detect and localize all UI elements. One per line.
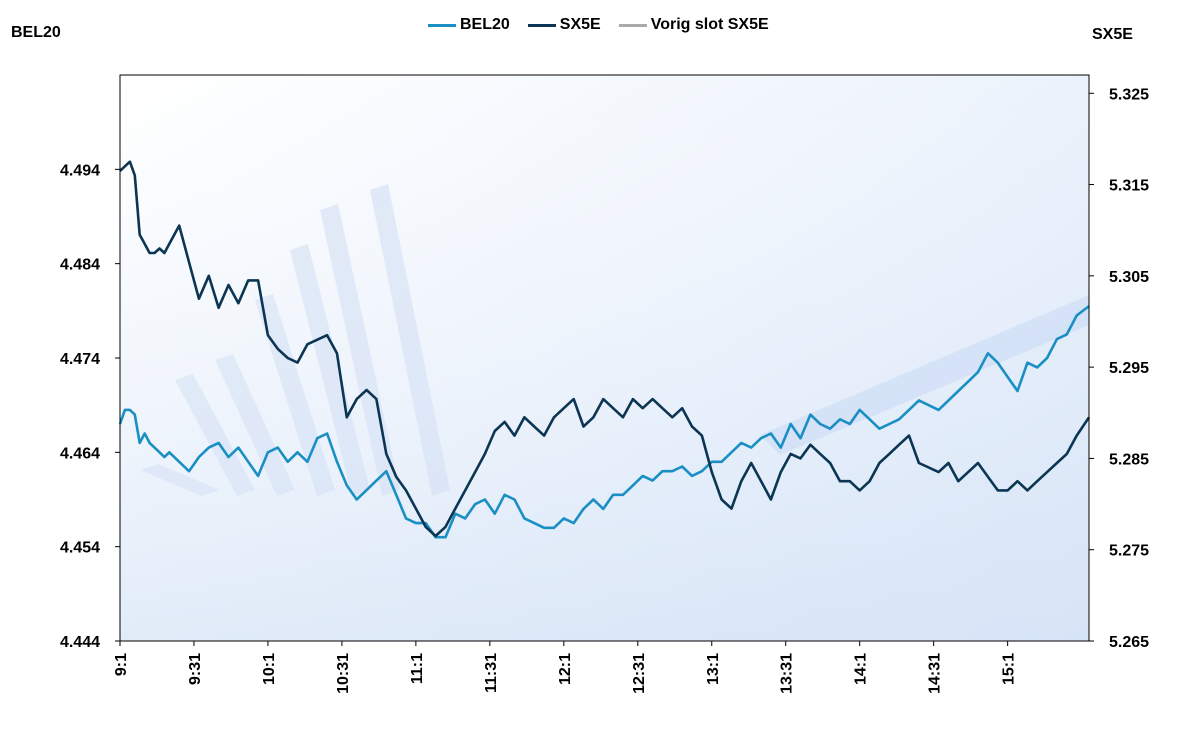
legend-swatch-bel20 bbox=[428, 23, 456, 27]
right-axis-tick-label: 5.325 bbox=[1109, 86, 1149, 103]
legend-swatch-vorig-slot bbox=[618, 23, 647, 27]
background-streak bbox=[760, 295, 1089, 455]
legend-label-vorig-slot: Vorig slot SX5E bbox=[650, 16, 769, 33]
left-axis-tick-label: 4.484 bbox=[60, 257, 100, 274]
legend: BEL20 SX5E Vorig slot SX5E bbox=[428, 16, 787, 34]
right-axis-tick-label: 5.305 bbox=[1109, 269, 1149, 286]
x-axis-tick-label: 10:31 bbox=[335, 653, 352, 694]
left-axis-tick-label: 4.464 bbox=[60, 445, 100, 462]
left-axis-tick-label: 4.474 bbox=[60, 351, 100, 368]
left-axis-title: BEL20 bbox=[11, 24, 61, 41]
series-line-sx5e bbox=[119, 160, 1091, 538]
x-axis-tick-label: 15:1 bbox=[1001, 653, 1018, 685]
series-line-bel20 bbox=[118, 305, 1090, 539]
x-axis-tick-label: 12:1 bbox=[557, 653, 574, 685]
legend-item-vorig-slot: Vorig slot SX5E bbox=[618, 16, 769, 34]
x-axis-tick-label: 13:31 bbox=[779, 653, 796, 694]
right-axis-tick-label: 5.295 bbox=[1109, 360, 1149, 377]
left-axis-tick-label: 4.444 bbox=[60, 634, 100, 651]
plot-background-shade bbox=[120, 75, 1089, 641]
right-axis-tick-label: 5.275 bbox=[1109, 543, 1149, 560]
right-axis-tick-label: 5.315 bbox=[1109, 178, 1149, 195]
legend-label-bel20: BEL20 bbox=[460, 16, 510, 33]
x-axis-tick-label: 14:1 bbox=[853, 653, 870, 685]
plot-background bbox=[120, 75, 1089, 641]
left-axis-tick-label: 4.494 bbox=[60, 162, 100, 179]
legend-item-bel20: BEL20 bbox=[428, 16, 510, 34]
x-axis-tick-label: 11:1 bbox=[409, 653, 426, 684]
right-axis-tick-label: 5.285 bbox=[1109, 451, 1149, 468]
right-axis-title: SX5E bbox=[1092, 26, 1133, 43]
x-axis-tick-label: 10:1 bbox=[261, 653, 278, 685]
x-axis-tick-label: 9:31 bbox=[187, 653, 204, 685]
x-axis-tick-label: 9:1 bbox=[113, 653, 130, 676]
legend-swatch-sx5e bbox=[527, 23, 556, 27]
x-axis-tick-label: 11:31 bbox=[483, 653, 500, 693]
right-axis-tick-label: 5.265 bbox=[1109, 634, 1149, 651]
x-axis-tick-label: 14:31 bbox=[927, 653, 944, 694]
legend-item-sx5e: SX5E bbox=[527, 16, 601, 34]
left-axis-tick-label: 4.454 bbox=[60, 540, 100, 557]
legend-label-sx5e: SX5E bbox=[559, 16, 601, 33]
x-axis-tick-label: 13:1 bbox=[705, 653, 722, 685]
x-axis-tick-label: 12:31 bbox=[631, 653, 648, 694]
